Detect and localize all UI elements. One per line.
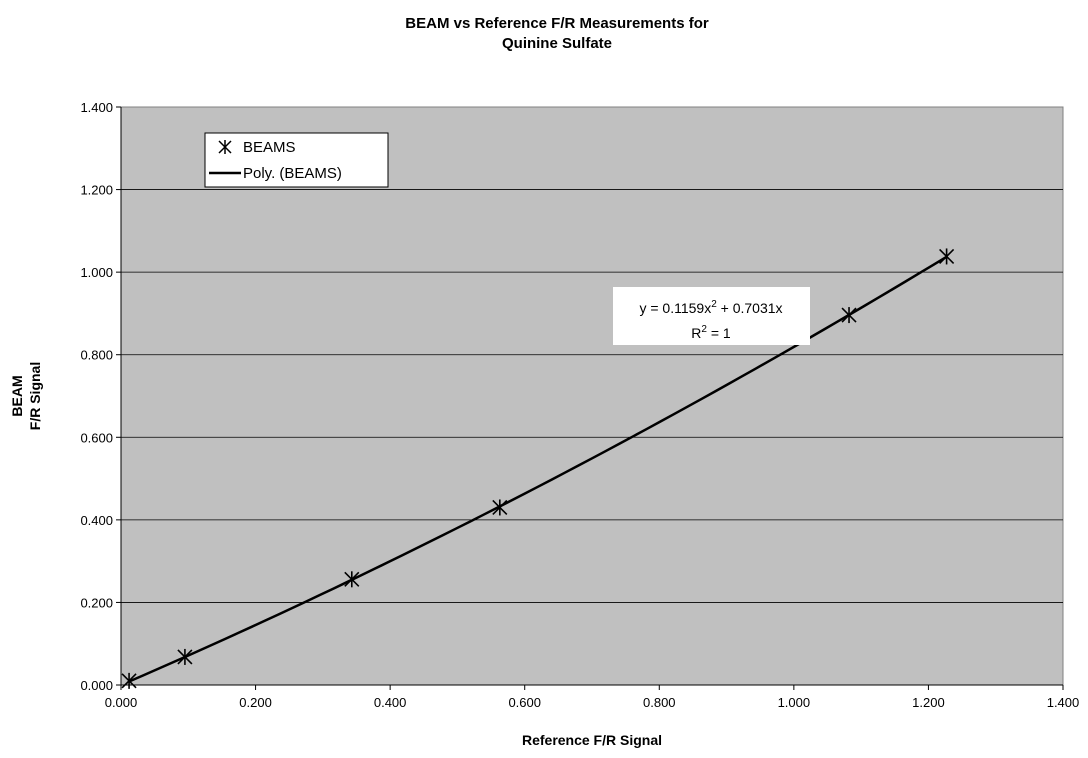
equation-suffix: + 0.7031x	[717, 300, 783, 316]
x-tick-label-4: 0.800	[643, 695, 676, 710]
legend: BEAMS Poly. (BEAMS)	[204, 132, 389, 188]
x-tick-label-2: 0.400	[374, 695, 407, 710]
legend-series-label: BEAMS	[243, 139, 296, 156]
equation-superscript: 2	[711, 299, 717, 310]
x-tick-label-1: 0.200	[239, 695, 272, 710]
y-tick-label-0: 0.000	[80, 678, 113, 693]
y-tick-label-3: 0.600	[80, 430, 113, 445]
trendline-path	[128, 255, 948, 683]
y-axis-label-line2: F/R Signal	[27, 362, 43, 430]
y-tick-label-5: 1.000	[80, 265, 113, 280]
grid-lines	[121, 189, 1063, 603]
y-tick-label-4: 0.800	[80, 348, 113, 363]
y-tick-label-7: 1.400	[80, 100, 113, 115]
x-tick-label-6: 1.200	[912, 695, 945, 710]
x-tick-label-5: 1.000	[778, 695, 811, 710]
x-axis-label: Reference F/R Signal	[522, 732, 662, 748]
data-point-1	[177, 648, 193, 665]
equation-box	[613, 287, 810, 345]
chart-title-line1: BEAM vs Reference F/R Measurements for	[405, 15, 709, 32]
r2-text: R2 = 1	[691, 324, 731, 341]
data-point-4	[841, 307, 857, 324]
chart-title-line2: Quinine Sulfate	[502, 35, 612, 52]
y-tick-label-2: 0.400	[80, 513, 113, 528]
y-tick-label-1: 0.200	[80, 595, 113, 610]
x-tick-label-7: 1.400	[1047, 695, 1080, 710]
x-tick-label-0: 0.000	[105, 695, 138, 710]
legend-box	[204, 132, 389, 188]
r2-prefix: R	[691, 325, 701, 341]
equation-prefix: y = 0.1159x	[639, 300, 711, 316]
data-point-0	[121, 672, 137, 689]
plot-area	[120, 106, 1064, 686]
legend-asterisk-icon	[218, 140, 232, 154]
ticks-group: 0.000 0.200 0.400 0.600 0.800 1.000 1.200 1.400…	[80, 100, 1079, 710]
data-point-5	[939, 248, 955, 265]
data-point-3	[492, 499, 508, 516]
trendline-group	[128, 255, 948, 683]
trendline-equation: y = 0.1159x2 + 0.7031x R2 = 1	[613, 287, 810, 345]
y-tick-label-6: 1.200	[80, 183, 113, 198]
x-tick-label-3: 0.600	[508, 695, 541, 710]
legend-trendline-label: Poly. (BEAMS)	[243, 165, 342, 182]
equation-text: y = 0.1159x2 + 0.7031x	[639, 299, 782, 316]
y-axis-label-line1: BEAM	[9, 375, 25, 416]
r2-superscript: 2	[701, 324, 707, 335]
markers-group	[121, 248, 955, 689]
r2-suffix: = 1	[707, 325, 731, 341]
data-point-2	[344, 571, 360, 588]
